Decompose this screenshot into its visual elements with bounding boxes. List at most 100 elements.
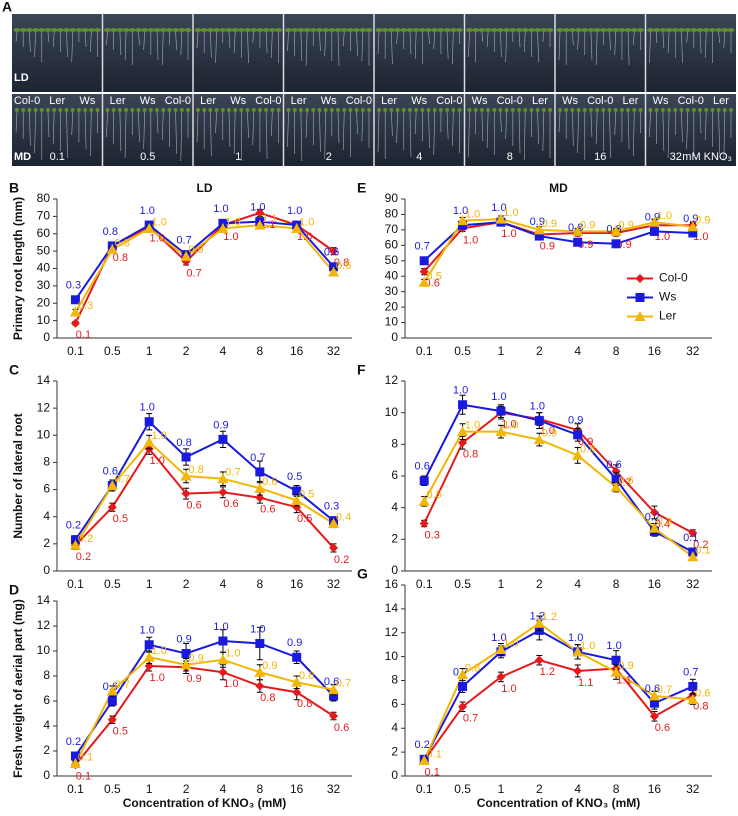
- genotype-label: Col-0: [678, 95, 704, 107]
- seedling: [570, 108, 575, 112]
- concentration-label: 1: [235, 151, 241, 163]
- annotation: 1.0: [491, 632, 506, 644]
- concentration-label: 16: [594, 151, 606, 163]
- annotation: 0.5: [427, 270, 442, 282]
- root: [627, 31, 630, 66]
- annotation: 0.3: [78, 300, 93, 312]
- annotation: 1.0: [140, 205, 155, 217]
- seedling: [456, 28, 463, 32]
- seedling: [239, 108, 244, 112]
- annotation: 0.6: [103, 465, 118, 477]
- annotation: 0.7: [115, 473, 130, 485]
- x-tick-label: 4: [220, 344, 227, 358]
- series-line: [74, 447, 335, 549]
- genotype-label: Ws: [562, 95, 578, 107]
- root: [156, 111, 159, 134]
- y-tick-label: 14: [385, 601, 399, 615]
- marker: [218, 434, 228, 444]
- annotation: 0.1: [76, 329, 91, 341]
- concentration-label: 32: [670, 151, 682, 163]
- annotation: 1.1: [616, 674, 631, 686]
- root: [337, 31, 340, 67]
- marker: [572, 646, 584, 657]
- root: [52, 111, 55, 145]
- seedling: [250, 28, 258, 32]
- x-tick-label: 16: [290, 344, 304, 358]
- seedling: [128, 28, 136, 32]
- x-tick-label: 16: [648, 782, 662, 796]
- marker: [458, 681, 468, 691]
- y-tick-label: 2: [43, 536, 50, 550]
- seedling: [509, 28, 517, 32]
- seedling: [291, 28, 299, 32]
- genotype-label: Ws: [321, 95, 337, 107]
- seedling: [548, 108, 552, 112]
- seedling: [619, 108, 624, 112]
- y-tick-label: 20: [385, 299, 399, 313]
- seedling: [83, 108, 88, 112]
- seedling: [449, 28, 457, 32]
- x-tick-label: 32: [686, 782, 700, 796]
- seedling: [194, 28, 202, 32]
- seedling: [161, 108, 166, 112]
- root: [558, 111, 561, 133]
- marker: [458, 438, 468, 448]
- y-axis-title: Fresh weight of aerial part (mg): [11, 599, 25, 778]
- y-tick-label: 0: [43, 330, 50, 344]
- concentration-label: 0.1: [50, 151, 65, 163]
- x-tick-label: 1: [146, 577, 153, 591]
- genotype-label: Ws: [712, 2, 728, 14]
- seedling: [637, 28, 644, 32]
- panel-label: G: [357, 566, 368, 582]
- marker: [181, 489, 191, 499]
- marker: [143, 651, 155, 662]
- root: [500, 111, 502, 133]
- marker: [106, 243, 118, 254]
- seedling: [256, 28, 264, 32]
- seedling: [677, 28, 685, 32]
- panel-label: D: [9, 582, 19, 598]
- seedling: [298, 108, 303, 112]
- root: [271, 31, 273, 59]
- x-tick-label: 0.1: [416, 344, 433, 358]
- seedling: [159, 28, 167, 32]
- seedling: [630, 28, 638, 32]
- genotype-label: Col-0: [587, 95, 613, 107]
- y-tick-label: 40: [37, 261, 51, 275]
- seedling: [632, 108, 637, 112]
- marker: [217, 223, 229, 234]
- root: [71, 31, 74, 63]
- genotype-label: Ler: [481, 2, 497, 14]
- marker: [649, 711, 659, 721]
- root: [52, 31, 55, 48]
- series-line: [74, 656, 334, 764]
- seedling: [679, 108, 684, 112]
- seedling: [130, 108, 135, 112]
- y-tick-label: 2: [391, 744, 398, 758]
- x-tick-label: 4: [220, 577, 227, 591]
- annotation: 0.1: [78, 751, 93, 763]
- annotation: 1.0: [213, 203, 228, 215]
- seedling: [245, 108, 250, 112]
- root: [124, 111, 127, 159]
- marker: [687, 551, 699, 562]
- marker: [106, 480, 118, 490]
- seedling: [527, 28, 535, 32]
- panel-label: C: [9, 362, 19, 378]
- annotation: 0.9: [568, 415, 583, 427]
- annotation: 0.7: [176, 235, 191, 247]
- seedling: [606, 28, 614, 32]
- seedling: [219, 28, 227, 32]
- annotation: 0.2: [76, 551, 91, 563]
- legend-marker: [635, 274, 645, 283]
- x-tick-label: 0.5: [454, 577, 471, 591]
- annotation: 0.8: [299, 670, 314, 682]
- root: [433, 31, 436, 50]
- seedling: [95, 108, 100, 112]
- genotype-label: Ws: [140, 95, 156, 107]
- series-line: [74, 440, 335, 546]
- root: [119, 111, 122, 152]
- annotation: 1.0: [223, 678, 238, 690]
- marker: [687, 694, 699, 705]
- genotype-label: Col-0: [344, 2, 370, 14]
